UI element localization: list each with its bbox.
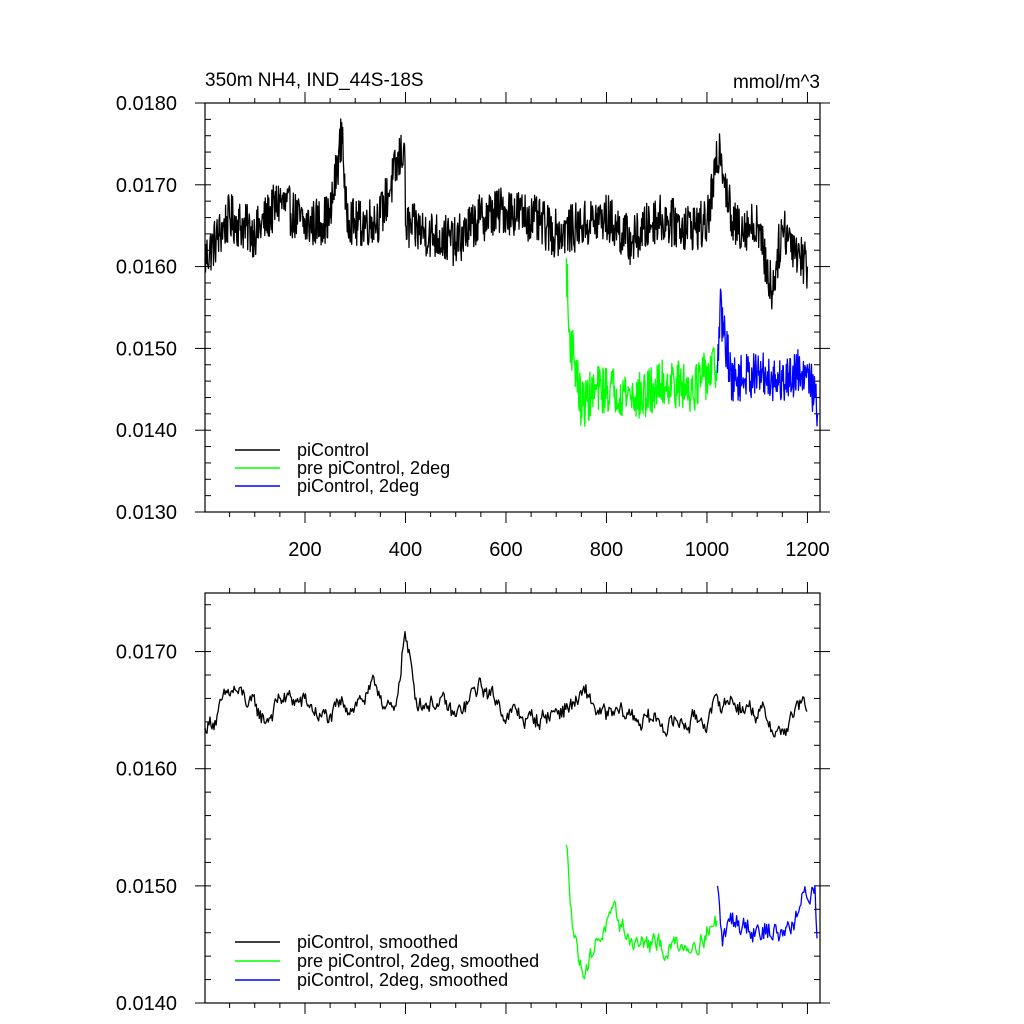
- legend-label: piControl, 2deg, smoothed: [297, 970, 508, 990]
- y-tick-label: 0.0150: [116, 876, 177, 898]
- legend-label: pre piControl, 2deg, smoothed: [297, 951, 539, 971]
- units-label: mmol/m^3: [733, 72, 820, 93]
- bottom-panel: 0.0140 0.0150 0.0160 0.0170 piControl, smoo…: [116, 582, 830, 1015]
- top-panel: 350m NH4, IND_44S-18S mmol/m^3 200 400 600…: [116, 70, 830, 561]
- series-line: [204, 118, 809, 310]
- series-line: [716, 885, 818, 947]
- series-line: [565, 258, 718, 427]
- x-tick-label: 1200: [785, 539, 830, 561]
- y-tick-label: 0.0160: [116, 759, 177, 781]
- chart-title: 350m NH4, IND_44S-18S: [205, 70, 424, 91]
- legend-label: piControl: [297, 440, 369, 460]
- legend-label: piControl, 2deg: [297, 476, 419, 496]
- bottom-ticks: 0.0140 0.0150 0.0160 0.0170: [116, 582, 830, 1015]
- bottom-series: [204, 631, 818, 980]
- y-tick-label: 0.0160: [116, 257, 177, 279]
- series-line: [565, 844, 718, 980]
- series-line: [716, 288, 819, 427]
- y-tick-label: 0.0150: [116, 338, 177, 360]
- top-series: [204, 118, 819, 427]
- x-tick-label: 200: [288, 539, 321, 561]
- x-tick-label: 400: [389, 539, 422, 561]
- top-plot-frame: [204, 102, 821, 513]
- x-tick-label: 800: [590, 539, 623, 561]
- top-ticks: 200 400 600 800 1000 1200 0.0130 0.0140 0.0150 0.…: [116, 92, 830, 561]
- x-tick-label: 1000: [685, 539, 730, 561]
- y-tick-label: 0.0180: [116, 93, 177, 115]
- y-tick-label: 0.0140: [116, 993, 177, 1015]
- series-line: [204, 631, 808, 738]
- y-tick-label: 0.0170: [116, 175, 177, 197]
- y-tick-label: 0.0170: [116, 642, 177, 664]
- bottom-plot-frame: [204, 592, 821, 1004]
- legend-label: pre piControl, 2deg: [297, 458, 450, 478]
- y-tick-label: 0.0130: [116, 502, 177, 524]
- x-tick-label: 600: [489, 539, 522, 561]
- legend-label: piControl, smoothed: [297, 932, 458, 952]
- y-tick-label: 0.0140: [116, 420, 177, 442]
